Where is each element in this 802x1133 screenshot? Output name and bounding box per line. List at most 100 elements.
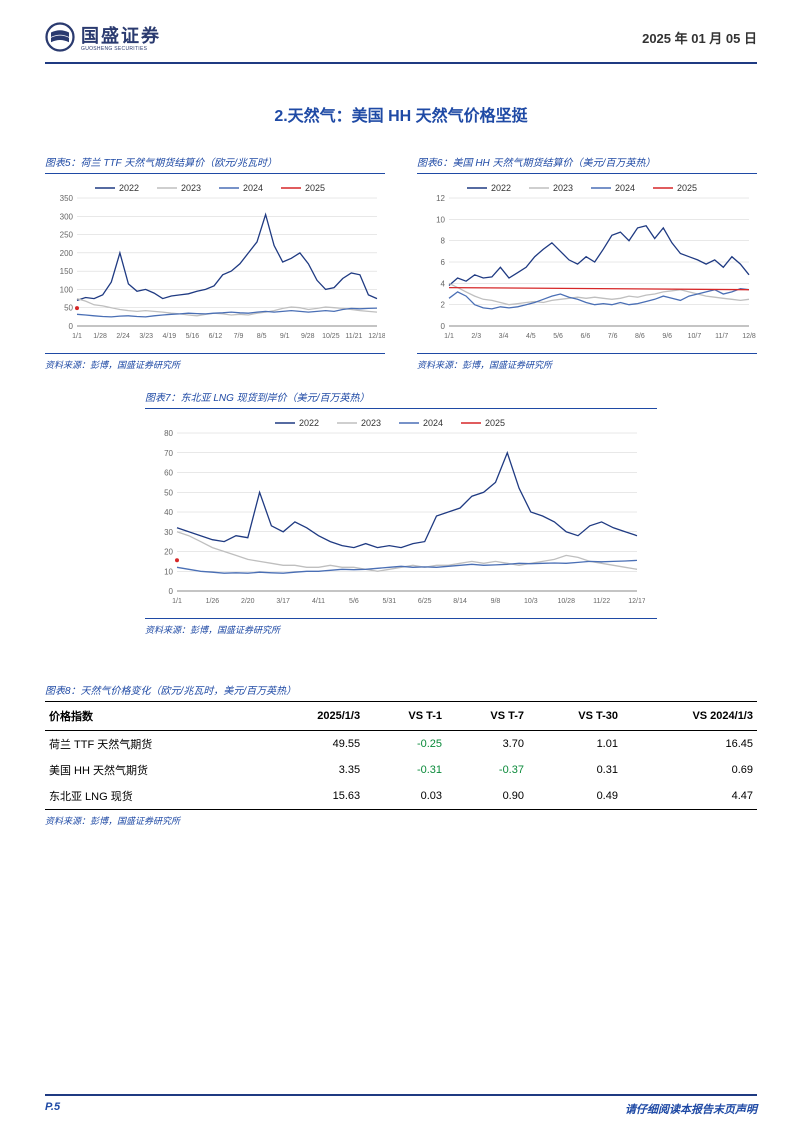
- svg-text:300: 300: [60, 212, 74, 221]
- svg-text:2025: 2025: [677, 183, 697, 193]
- chart5: 20222023202420250501001502002503003501/1…: [45, 178, 385, 348]
- svg-text:8: 8: [441, 237, 446, 246]
- page-header: 国盛证券 GUOSHENG SECURITIES 2025 年 01 月 05 …: [0, 0, 802, 58]
- svg-text:200: 200: [60, 249, 74, 258]
- company-logo-icon: [45, 22, 75, 52]
- logo-text-cn: 国盛证券: [81, 22, 161, 48]
- svg-text:1/26: 1/26: [206, 598, 220, 605]
- table-section: 图表8：天然气价格变化（欧元/兆瓦时，美元/百万英热） 价格指数2025/1/3…: [0, 682, 802, 827]
- svg-text:10/7: 10/7: [688, 333, 702, 340]
- svg-text:5/6: 5/6: [349, 598, 359, 605]
- svg-text:10: 10: [436, 215, 445, 224]
- svg-text:8/14: 8/14: [453, 598, 467, 605]
- svg-text:12/8: 12/8: [742, 333, 756, 340]
- report-date: 2025 年 01 月 05 日: [642, 28, 757, 47]
- chart5-title: 图表5：荷兰 TTF 天然气期货结算价（欧元/兆瓦时）: [45, 154, 385, 169]
- svg-text:7/6: 7/6: [608, 333, 618, 340]
- table-title: 图表8：天然气价格变化（欧元/兆瓦时，美元/百万英热）: [45, 682, 757, 697]
- table-cell: 15.63: [264, 783, 364, 810]
- table-header-cell: 价格指数: [45, 702, 264, 731]
- svg-text:10: 10: [164, 567, 173, 576]
- page-footer: P.5 请仔细阅读本报告末页声明: [45, 1094, 757, 1117]
- table-cell: 东北亚 LNG 现货: [45, 783, 264, 810]
- svg-text:50: 50: [164, 488, 173, 497]
- table-cell: 49.55: [264, 731, 364, 758]
- table-header-cell: VS 2024/1/3: [622, 702, 757, 731]
- svg-text:4/19: 4/19: [162, 333, 176, 340]
- svg-text:2024: 2024: [243, 183, 263, 193]
- table-cell: 0.49: [528, 783, 622, 810]
- table-row: 美国 HH 天然气期货3.35-0.31-0.370.310.69: [45, 757, 757, 783]
- footer-disclaimer: 请仔细阅读本报告末页声明: [625, 1101, 757, 1117]
- svg-text:1/28: 1/28: [93, 333, 107, 340]
- page-number: P.5: [45, 1101, 60, 1117]
- table-row: 荷兰 TTF 天然气期货49.55-0.253.701.0116.45: [45, 731, 757, 758]
- chart5-source: 资料来源：彭博，国盛证券研究所: [45, 358, 385, 371]
- svg-text:20: 20: [164, 548, 173, 557]
- table-cell: 0.69: [622, 757, 757, 783]
- svg-text:5/16: 5/16: [186, 333, 200, 340]
- svg-text:7/9: 7/9: [234, 333, 244, 340]
- svg-text:9/8: 9/8: [491, 598, 501, 605]
- svg-text:2025: 2025: [485, 418, 505, 428]
- svg-text:11/7: 11/7: [715, 333, 728, 340]
- svg-text:12/17: 12/17: [628, 598, 645, 605]
- svg-text:2/24: 2/24: [116, 333, 130, 340]
- chart7-container: 图表7：东北亚 LNG 现货到岸价（美元/百万英热） 2022202320242…: [45, 389, 757, 636]
- svg-text:150: 150: [60, 267, 74, 276]
- svg-text:80: 80: [164, 429, 173, 438]
- svg-text:40: 40: [164, 508, 173, 517]
- svg-text:2022: 2022: [119, 183, 139, 193]
- chart7-title: 图表7：东北亚 LNG 现货到岸价（美元/百万英热）: [145, 389, 369, 404]
- chart5-container: 图表5：荷兰 TTF 天然气期货结算价（欧元/兆瓦时） 2022 2023 2024…: [45, 154, 385, 371]
- svg-text:4: 4: [441, 279, 446, 288]
- svg-text:4/11: 4/11: [312, 598, 325, 605]
- svg-text:2024: 2024: [423, 418, 443, 428]
- svg-text:100: 100: [60, 285, 74, 294]
- svg-text:2025: 2025: [305, 183, 325, 193]
- svg-text:0: 0: [169, 587, 174, 596]
- svg-text:11/22: 11/22: [593, 598, 610, 605]
- table-cell: 3.70: [446, 731, 528, 758]
- svg-text:9/6: 9/6: [662, 333, 672, 340]
- svg-text:1/1: 1/1: [172, 598, 182, 605]
- svg-text:6: 6: [441, 258, 446, 267]
- svg-text:2/3: 2/3: [471, 333, 481, 340]
- svg-text:1/1: 1/1: [444, 333, 454, 340]
- chart6-container: 图表6：美国 HH 天然气期货结算价（美元/百万英热） 2022 2023 2024…: [417, 154, 757, 371]
- svg-text:3/4: 3/4: [499, 333, 509, 340]
- table-cell: 0.31: [528, 757, 622, 783]
- svg-text:0: 0: [69, 322, 74, 331]
- table-cell: 0.03: [364, 783, 446, 810]
- svg-text:8/5: 8/5: [257, 333, 267, 340]
- table-cell: 0.90: [446, 783, 528, 810]
- section-title: 2.天然气：美国 HH 天然气价格坚挺: [0, 102, 802, 126]
- svg-text:10/28: 10/28: [557, 598, 575, 605]
- svg-text:6/12: 6/12: [209, 333, 223, 340]
- svg-text:2022: 2022: [491, 183, 511, 193]
- price-table: 价格指数2025/1/3VS T-1VS T-7VS T-30VS 2024/1…: [45, 701, 757, 810]
- svg-text:350: 350: [60, 194, 74, 203]
- table-header-cell: VS T-30: [528, 702, 622, 731]
- logo: 国盛证券 GUOSHENG SECURITIES: [45, 22, 161, 52]
- svg-text:30: 30: [164, 528, 173, 537]
- svg-text:9/28: 9/28: [301, 333, 315, 340]
- chart6-title: 图表6：美国 HH 天然气期货结算价（美元/百万英热）: [417, 154, 757, 169]
- chart7: 2022202320242025010203040506070801/11/26…: [145, 413, 645, 613]
- svg-text:50: 50: [64, 304, 73, 313]
- svg-text:2024: 2024: [615, 183, 635, 193]
- svg-text:2023: 2023: [181, 183, 201, 193]
- chart7-source: 资料来源：彭博，国盛证券研究所: [145, 623, 280, 636]
- svg-text:6/25: 6/25: [418, 598, 432, 605]
- svg-text:5/31: 5/31: [382, 598, 396, 605]
- svg-text:2023: 2023: [553, 183, 573, 193]
- table-header-cell: VS T-1: [364, 702, 446, 731]
- svg-text:0: 0: [441, 322, 446, 331]
- svg-text:70: 70: [164, 449, 173, 458]
- svg-text:5/6: 5/6: [553, 333, 563, 340]
- table-row: 东北亚 LNG 现货15.630.030.900.494.47: [45, 783, 757, 810]
- svg-text:60: 60: [164, 469, 173, 478]
- table-cell: -0.37: [446, 757, 528, 783]
- svg-text:10/3: 10/3: [524, 598, 538, 605]
- table-header-cell: VS T-7: [446, 702, 528, 731]
